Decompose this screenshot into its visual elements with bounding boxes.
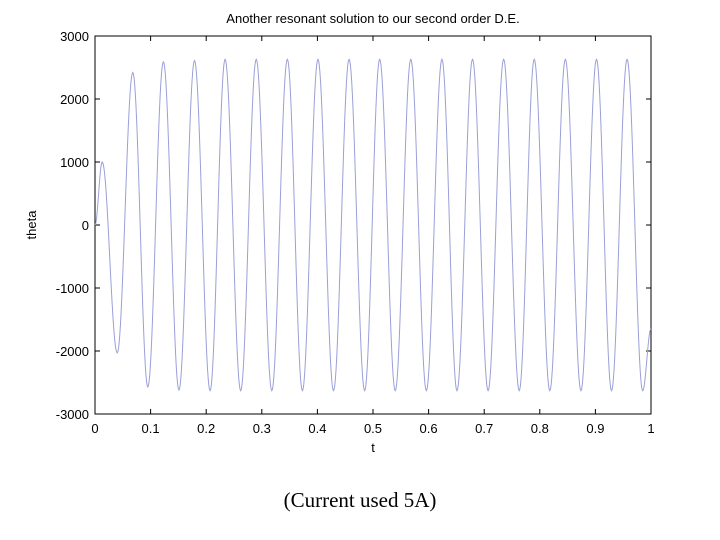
chart-title: Another resonant solution to our second …	[226, 11, 519, 26]
series-line	[94, 58, 652, 392]
x-tick-label: 1	[647, 421, 654, 436]
x-tick-label: 0.7	[475, 421, 493, 436]
x-tick-label: 0.2	[197, 421, 215, 436]
x-tick-label: 0.3	[253, 421, 271, 436]
y-tick-label: 3000	[60, 29, 89, 44]
y-tick-label: -1000	[56, 281, 89, 296]
x-tick-label: 0.4	[308, 421, 326, 436]
y-tick-label: 1000	[60, 155, 89, 170]
y-axis-label: theta	[24, 210, 39, 240]
caption: (Current used 5A)	[283, 488, 437, 512]
x-tick-label: 0.8	[531, 421, 549, 436]
plot-area	[94, 35, 652, 415]
y-tick-label: 0	[82, 218, 89, 233]
y-tick-label: -2000	[56, 344, 89, 359]
ticks	[94, 35, 652, 415]
x-tick-label: 0.5	[364, 421, 382, 436]
x-tick-label: 0.9	[586, 421, 604, 436]
chart: 0 0.1 0.2 0.3 0.4 0.5 0.6 0.7 0.8 0.9 1 -3000 -2000 -…	[24, 11, 655, 455]
x-axis-label: t	[371, 440, 375, 455]
y-tick-label: 2000	[60, 92, 89, 107]
x-tick-label: 0.6	[420, 421, 438, 436]
x-tick-label: 0	[91, 421, 98, 436]
tick-labels: 0 0.1 0.2 0.3 0.4 0.5 0.6 0.7 0.8 0.9 1 -3000 -2000 -…	[56, 29, 655, 436]
y-tick-label: -3000	[56, 407, 89, 422]
x-tick-label: 0.1	[142, 421, 160, 436]
